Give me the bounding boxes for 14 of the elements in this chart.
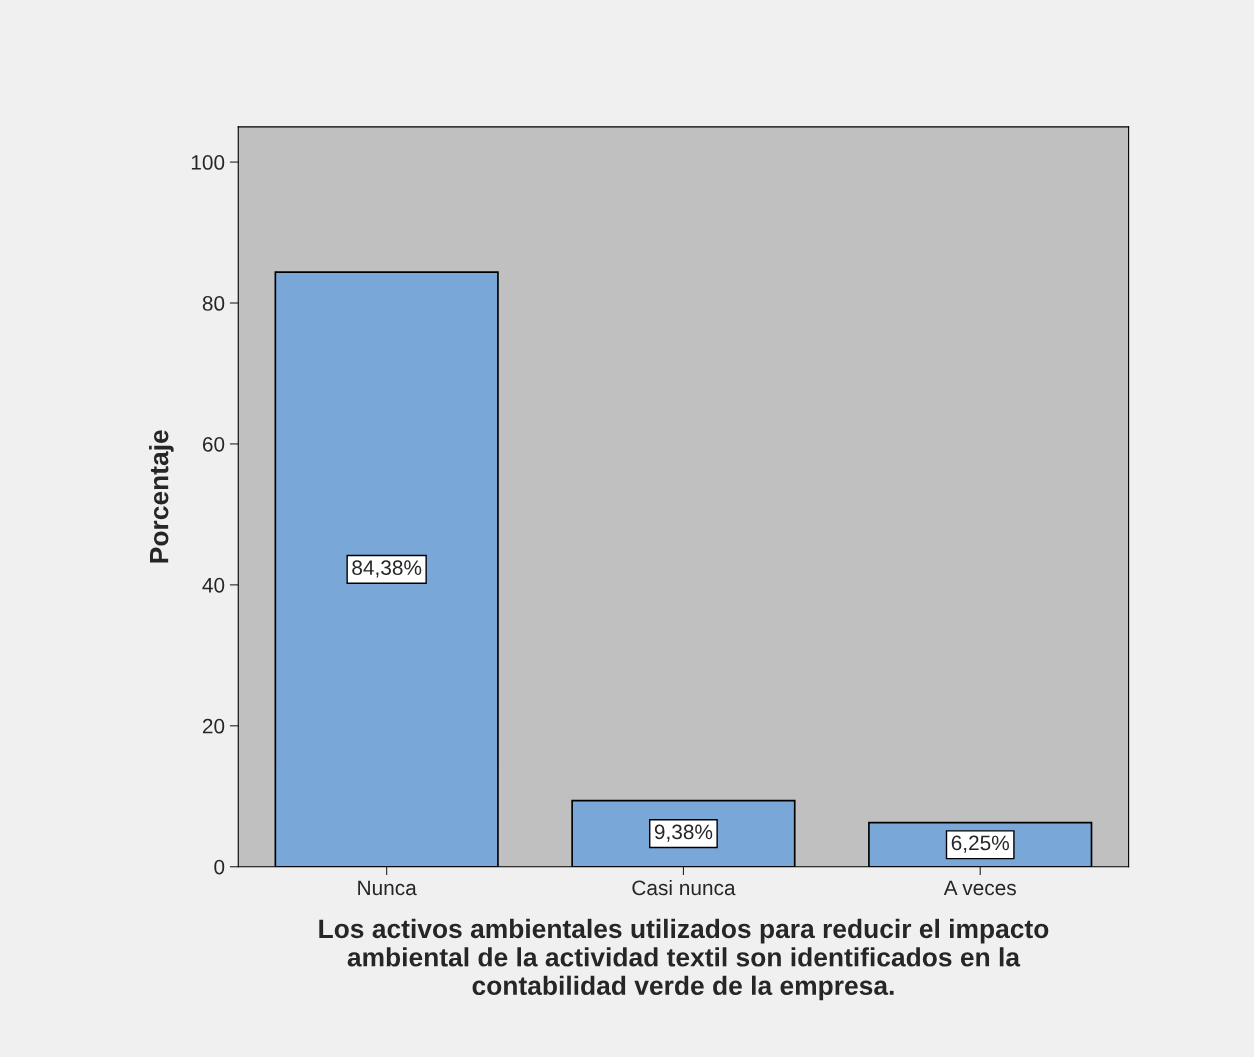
y-axis-title: Porcentaje [149, 430, 174, 563]
y-tick-label: 80 [202, 296, 225, 311]
y-tick-label: 100 [191, 155, 225, 170]
y-tick-label: 40 [202, 577, 225, 593]
y-tick-label: 20 [202, 718, 225, 734]
data-label: 6,25% [951, 835, 1010, 853]
x-tick-label: Nunca [358, 880, 417, 896]
data-label: 9,38% [654, 824, 713, 842]
y-tick-label: 60 [202, 436, 225, 452]
x-axis-title: Los activos ambientales utilizados para reducir el impacto ambiental de la actividad textil son identificados en la contabilidad verde de la empresa. [319, 918, 1049, 1001]
x-tick-label: A veces [943, 880, 1016, 896]
x-tick-label: Casi nunca [632, 879, 736, 896]
data-label: 84,38% [352, 560, 422, 578]
y-tick-label: 0 [214, 859, 225, 875]
